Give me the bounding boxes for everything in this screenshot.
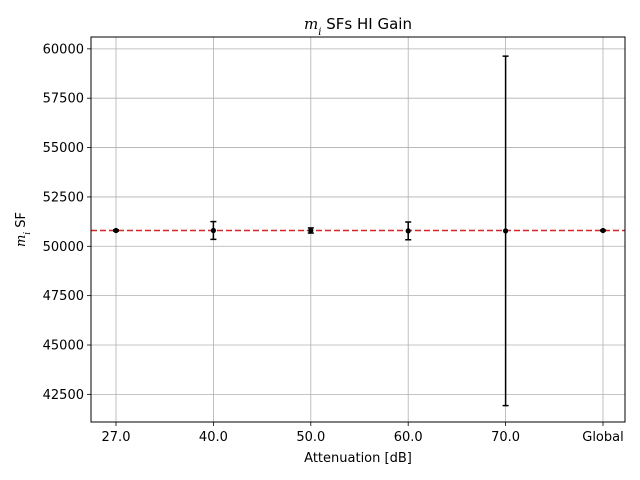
title-rest: SFs HI Gain — [321, 15, 411, 33]
title-subscript: i — [318, 27, 321, 38]
y-tick-label: 57500 — [43, 92, 84, 107]
data-point — [405, 228, 411, 234]
y-tick-label: 55000 — [43, 141, 84, 156]
ylabel-rest: SF — [14, 212, 29, 232]
data-point — [308, 227, 314, 234]
chart-title: mi SFs HI Gain — [304, 15, 412, 38]
data-point — [600, 227, 606, 234]
x-tick-label: 70.0 — [491, 430, 520, 445]
x-tick-label: 60.0 — [394, 430, 423, 445]
data-marks — [113, 55, 606, 407]
y-tick-label: 50000 — [43, 240, 84, 255]
title-symbol: m — [304, 15, 318, 33]
x-axis-label: Attenuation [dB] — [304, 451, 412, 466]
x-tick-label: 27.0 — [102, 430, 131, 445]
y-tick-label: 52500 — [43, 190, 84, 205]
data-point — [113, 227, 119, 234]
y-tick-label: 42500 — [43, 388, 84, 403]
ylabel-symbol: m — [14, 235, 29, 247]
data-point — [210, 227, 216, 234]
x-tick-label: Global — [582, 430, 623, 445]
ylabel-subscript: i — [23, 232, 33, 235]
x-tick-label: 40.0 — [199, 430, 228, 445]
grid-lines — [91, 37, 625, 422]
x-tick-label: 50.0 — [296, 430, 325, 445]
y-tick-label: 45000 — [43, 339, 84, 354]
y-axis-label: mi SF — [14, 212, 33, 247]
y-tick-label: 47500 — [43, 289, 84, 304]
x-ticks: 27.0 40.0 50.0 60.0 70.0 Global — [102, 422, 624, 445]
y-ticks: 42500 45000 47500 50000 52500 55000 57500 60000 — [43, 42, 91, 403]
plot-frame — [90, 36, 626, 423]
y-tick-label: 60000 — [43, 42, 84, 57]
data-point — [503, 228, 509, 234]
